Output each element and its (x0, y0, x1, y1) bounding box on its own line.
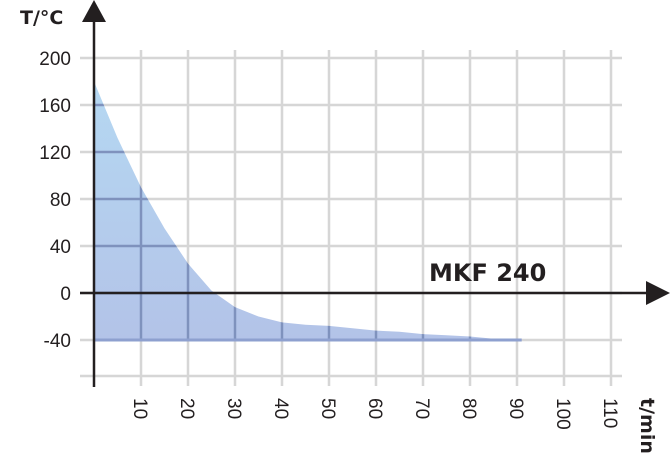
y-tick-label: 120 (39, 143, 71, 164)
x-tick-label: 10 (129, 398, 150, 419)
x-tick-label: 80 (458, 398, 479, 419)
x-tick-label: 60 (364, 398, 385, 419)
y-tick-label: -40 (44, 331, 71, 352)
x-tick-label: 70 (411, 398, 432, 419)
x-tick-label: 90 (505, 398, 526, 419)
y-tick-label: 40 (50, 237, 71, 258)
y-axis-arrow-icon (82, 0, 106, 22)
x-axis-title: t/min (636, 398, 658, 454)
x-tick-label: 30 (223, 398, 244, 419)
x-tick-label: 40 (270, 398, 291, 419)
axes (80, 0, 670, 387)
x-tick-label: 20 (176, 398, 197, 419)
y-tick-label: 80 (50, 190, 71, 211)
cooling-curve-area (94, 81, 522, 340)
y-tick-labels: 200 160 120 80 40 0 -40 (39, 49, 71, 352)
x-tick-label: 50 (317, 398, 338, 419)
y-tick-label: 200 (39, 49, 71, 70)
y-tick-label: 160 (39, 96, 71, 117)
series-label: MKF 240 (429, 259, 546, 287)
x-tick-label: 100 (552, 398, 573, 430)
x-axis-arrow-icon (646, 281, 670, 305)
y-axis-title: T/°C (20, 7, 63, 29)
x-tick-labels: 10 20 30 40 50 60 70 80 90 100 110 (129, 398, 620, 430)
y-tick-label: 0 (60, 284, 71, 305)
x-tick-label: 110 (599, 398, 620, 428)
